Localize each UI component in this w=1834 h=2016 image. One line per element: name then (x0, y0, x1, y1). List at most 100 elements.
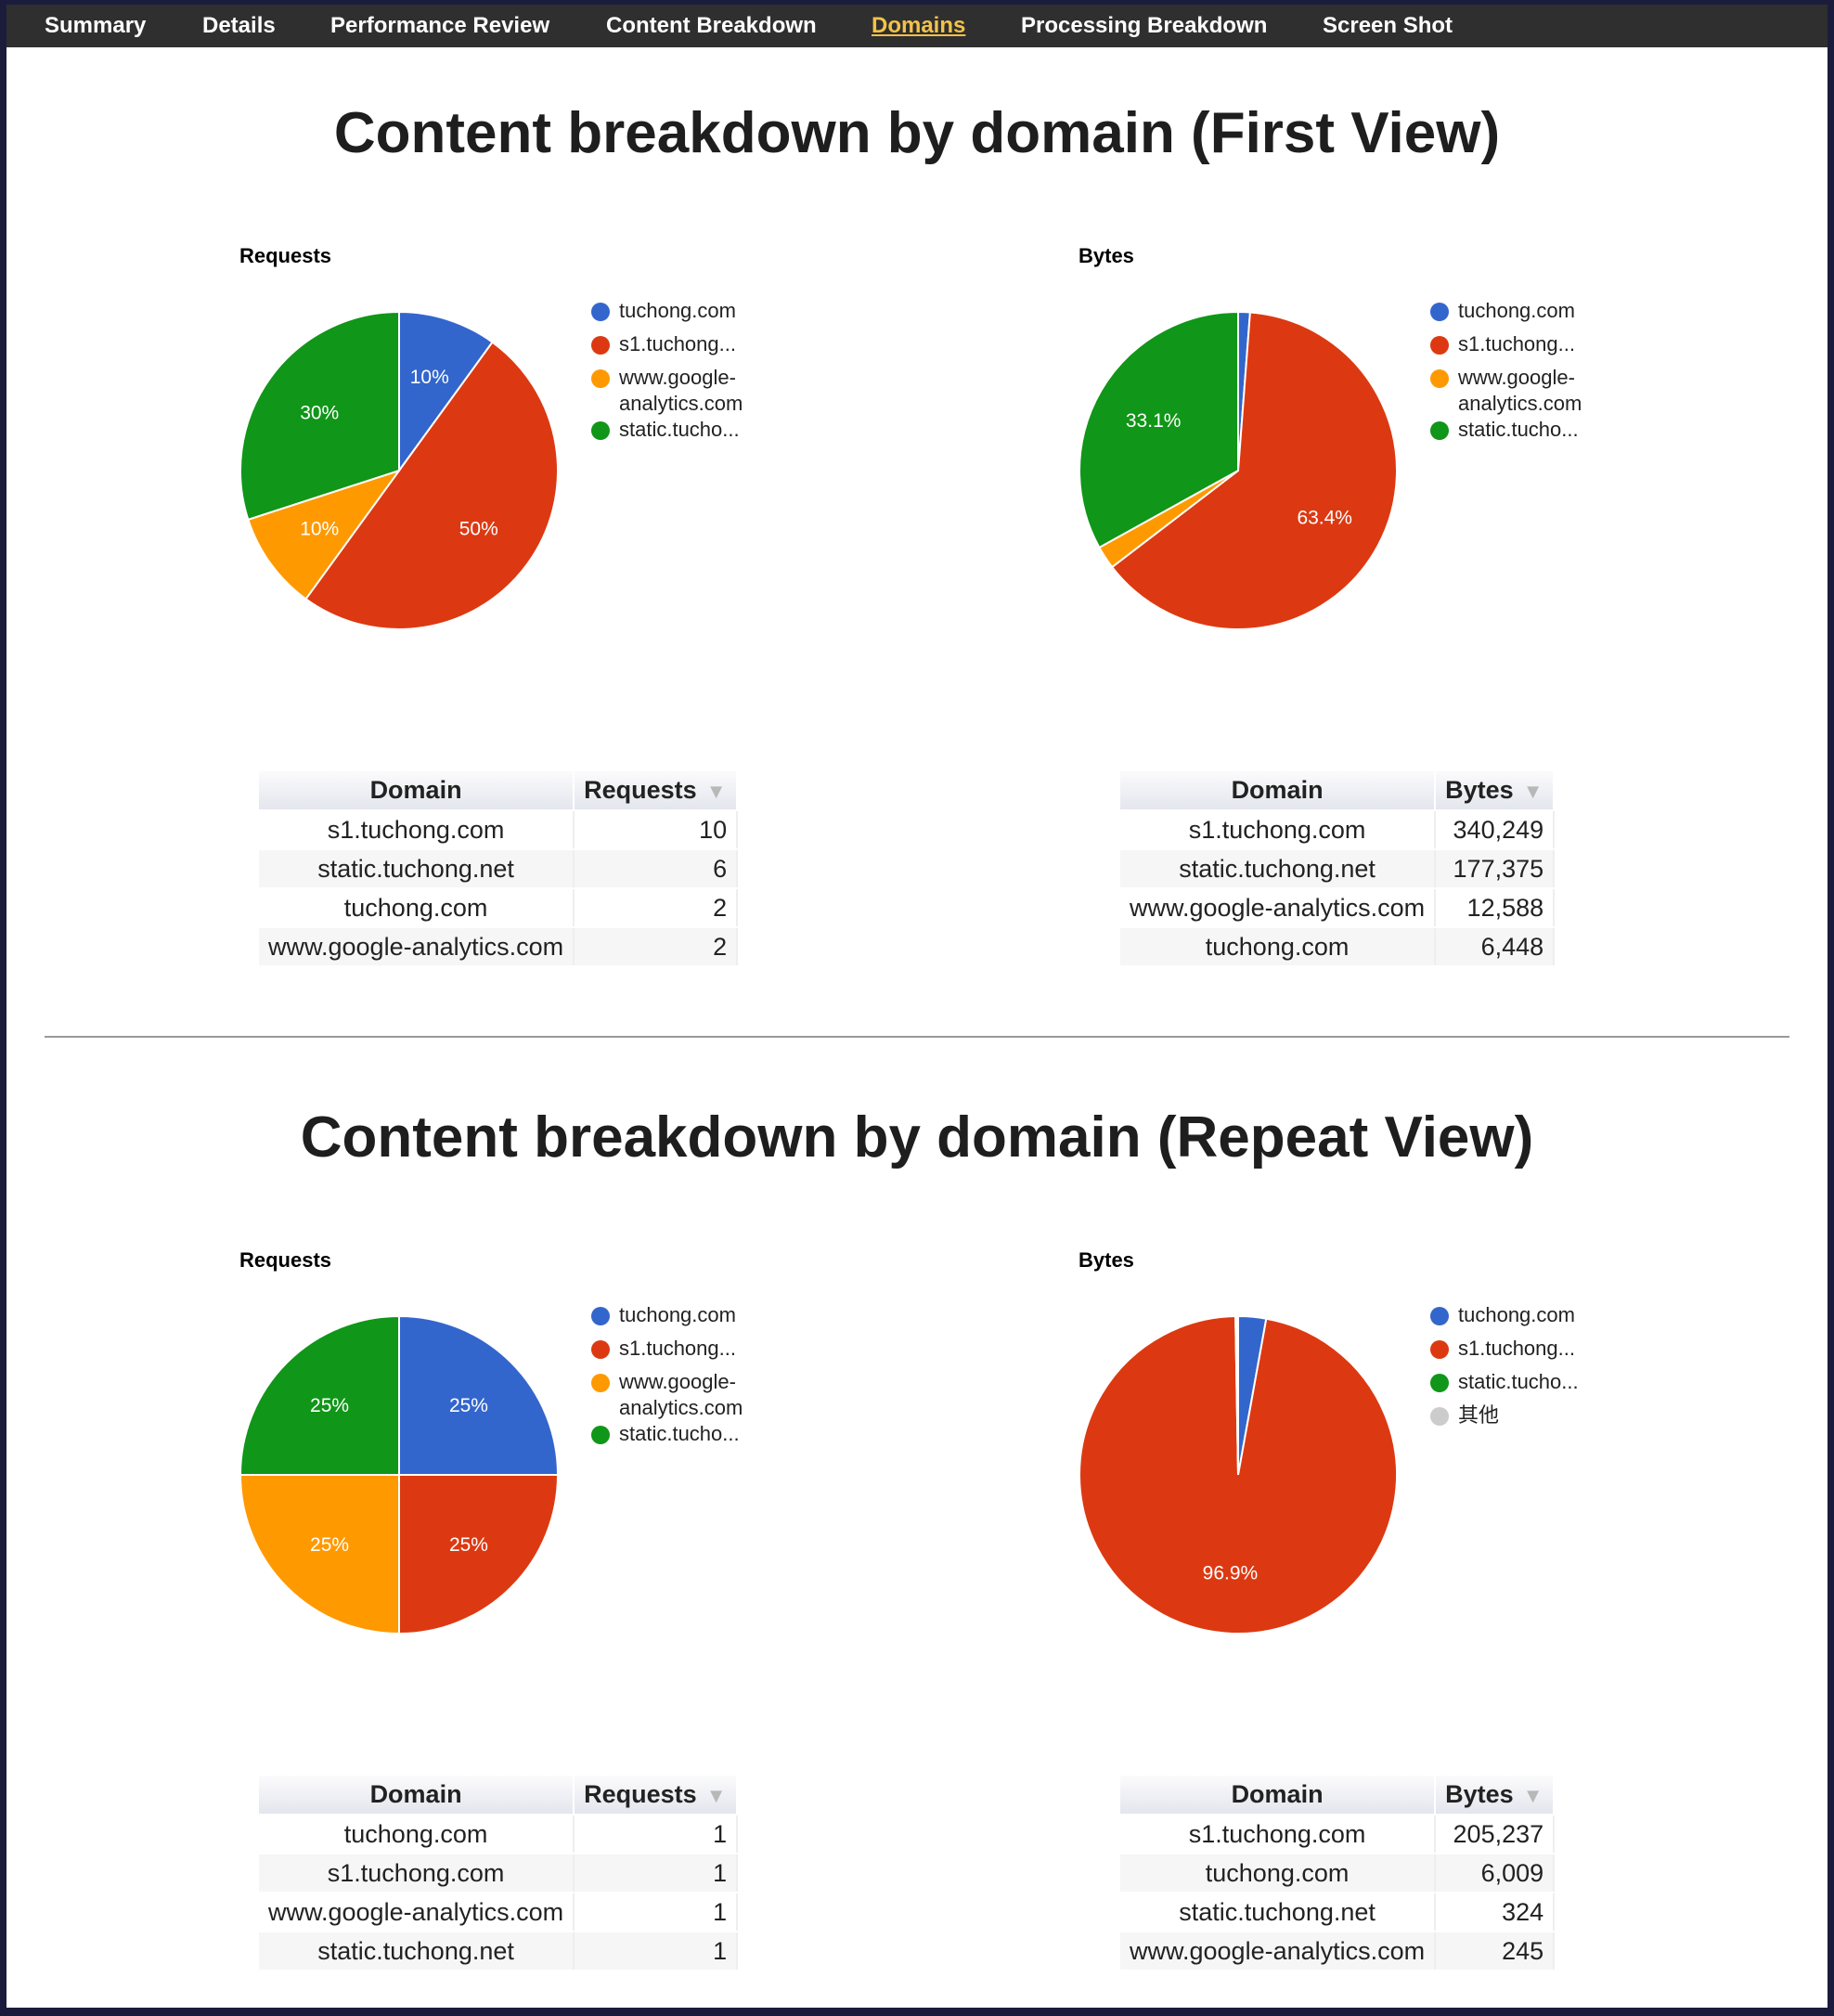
nav-details[interactable]: Details (202, 13, 276, 38)
domain-header[interactable]: Domain (259, 771, 575, 811)
rv-requests-legend: tuchong.com s1.tuchong... www.google-analy… (591, 1302, 777, 1454)
table-row: www.google-analytics.com 1 (259, 1893, 739, 1932)
legend-label: static.tucho... (619, 418, 740, 441)
pie-slice[interactable] (398, 1474, 560, 1635)
legend-label: tuchong.com (1458, 299, 1575, 322)
slice-label: 10% (300, 518, 339, 539)
value-cell: 2 (574, 888, 739, 928)
value-cell: 245 (1435, 1932, 1556, 1971)
legend-item[interactable]: www.google-analytics.com (591, 1369, 777, 1421)
legend-label: s1.tuchong... (1458, 1337, 1575, 1360)
legend-item[interactable]: s1.tuchong... (591, 331, 777, 365)
legend-item[interactable]: tuchong.com (1430, 1302, 1616, 1336)
fv-requests-table: Domain Requests ▼ s1.tuchong.com 10 static.… (259, 771, 739, 967)
legend-item[interactable]: www.google-analytics.com (591, 365, 777, 417)
page-frame: Summary Details Performance Review Conte… (6, 5, 1828, 2008)
nav-summary[interactable]: Summary (45, 13, 147, 38)
table-row: www.google-analytics.com 245 (1120, 1932, 1556, 1971)
legend-item[interactable]: static.tucho... (591, 417, 777, 450)
table-row: www.google-analytics.com 2 (259, 927, 739, 967)
legend-label: www.google-analytics.com (619, 1370, 743, 1419)
pie-slice[interactable] (398, 1314, 560, 1476)
slice-label: 96.9% (1203, 1563, 1259, 1584)
value-cell: 340,249 (1435, 810, 1556, 850)
value-cell: 6 (574, 849, 739, 889)
table-row: s1.tuchong.com 340,249 (1120, 810, 1556, 850)
legend-swatch-icon (1430, 303, 1449, 321)
legend-swatch-icon (591, 1307, 610, 1325)
rv-bytes-table: Domain Bytes ▼ s1.tuchong.com 205,237 tucho… (1120, 1776, 1556, 1971)
requests-header[interactable]: Requests ▼ (574, 771, 739, 811)
domain-cell: s1.tuchong.com (1120, 1815, 1437, 1854)
table-row: static.tuchong.net 1 (259, 1932, 739, 1971)
value-cell: 1 (574, 1893, 739, 1932)
legend-item[interactable]: www.google-analytics.com (1430, 365, 1616, 417)
pie-slice[interactable] (247, 469, 402, 601)
pie-slice[interactable] (304, 341, 559, 630)
value-cell: 1 (574, 1854, 739, 1893)
legend-item[interactable]: tuchong.com (591, 298, 777, 331)
table-row: tuchong.com 2 (259, 888, 739, 928)
pie-slice[interactable] (1235, 1314, 1239, 1476)
bytes-header[interactable]: Bytes ▼ (1435, 771, 1556, 811)
domain-header[interactable]: Domain (259, 1776, 575, 1816)
requests-header[interactable]: Requests ▼ (574, 1776, 739, 1816)
sort-down-icon: ▼ (1522, 780, 1543, 803)
domain-cell: tuchong.com (259, 888, 575, 928)
legend-item[interactable]: tuchong.com (591, 1302, 777, 1336)
legend-label: s1.tuchong... (619, 1337, 736, 1360)
domain-cell: tuchong.com (1120, 927, 1437, 967)
legend-item[interactable]: static.tucho... (591, 1421, 777, 1454)
fv-requests-legend: tuchong.com s1.tuchong... www.google-analy… (591, 298, 777, 450)
domain-header[interactable]: Domain (1120, 771, 1437, 811)
nav-performance-review[interactable]: Performance Review (330, 13, 550, 38)
value-cell: 2 (574, 927, 739, 967)
rv-bytes-legend: tuchong.com s1.tuchong... static.tucho... 其… (1430, 1302, 1616, 1436)
value-cell: 6,009 (1435, 1854, 1556, 1893)
legend-item[interactable]: tuchong.com (1430, 298, 1616, 331)
domain-cell: static.tuchong.net (1120, 1893, 1437, 1932)
legend-item[interactable]: s1.tuchong... (591, 1336, 777, 1369)
legend-label: s1.tuchong... (1458, 332, 1575, 355)
slice-label: 10% (410, 367, 449, 388)
slice-label: 25% (310, 1534, 349, 1556)
domain-cell: www.google-analytics.com (259, 927, 575, 967)
legend-item[interactable]: static.tucho... (1430, 417, 1616, 450)
nav-screen-shot[interactable]: Screen Shot (1323, 13, 1453, 38)
pie-slice[interactable] (1078, 310, 1239, 549)
slice-label: 25% (449, 1534, 488, 1556)
domain-cell: static.tuchong.net (1120, 849, 1437, 889)
domain-cell: tuchong.com (1120, 1854, 1437, 1893)
nav-content-breakdown[interactable]: Content Breakdown (606, 13, 817, 38)
legend-label: tuchong.com (619, 299, 736, 322)
fv-bytes-pie: 63.4% 33.1% (1078, 310, 1398, 630)
slice-label: 25% (449, 1395, 488, 1416)
sort-down-icon: ▼ (705, 1784, 727, 1807)
slice-label: 30% (300, 403, 339, 424)
nav-processing-breakdown[interactable]: Processing Breakdown (1021, 13, 1268, 38)
pie-slice[interactable] (239, 1314, 400, 1476)
legend-label: www.google-analytics.com (619, 366, 743, 415)
table-row: s1.tuchong.com 205,237 (1120, 1815, 1556, 1854)
pie-slice[interactable] (398, 310, 494, 474)
legend-item[interactable]: s1.tuchong... (1430, 1336, 1616, 1369)
legend-item[interactable]: s1.tuchong... (1430, 331, 1616, 365)
domain-header[interactable]: Domain (1120, 1776, 1437, 1816)
legend-swatch-icon (1430, 369, 1449, 388)
table-row: tuchong.com 6,448 (1120, 927, 1556, 967)
repeat-view-title: Content breakdown by domain (Repeat View… (300, 1105, 1534, 1170)
fv-requests-chart-title: Requests (239, 244, 332, 267)
table-row: static.tuchong.net 324 (1120, 1893, 1556, 1932)
domain-cell: static.tuchong.net (259, 1932, 575, 1971)
pie-slice[interactable] (239, 310, 400, 522)
pie-slice[interactable] (239, 1474, 400, 1635)
domain-cell: www.google-analytics.com (1120, 1932, 1437, 1971)
nav-domains[interactable]: Domains (872, 13, 966, 38)
legend-item[interactable]: static.tucho... (1430, 1369, 1616, 1402)
bytes-header[interactable]: Bytes ▼ (1435, 1776, 1556, 1816)
legend-label: tuchong.com (619, 1303, 736, 1326)
legend-item[interactable]: 其他 (1430, 1402, 1616, 1436)
pie-slice[interactable] (1110, 311, 1398, 630)
value-cell: 10 (574, 810, 739, 850)
rv-bytes-chart-title: Bytes (1078, 1248, 1134, 1272)
